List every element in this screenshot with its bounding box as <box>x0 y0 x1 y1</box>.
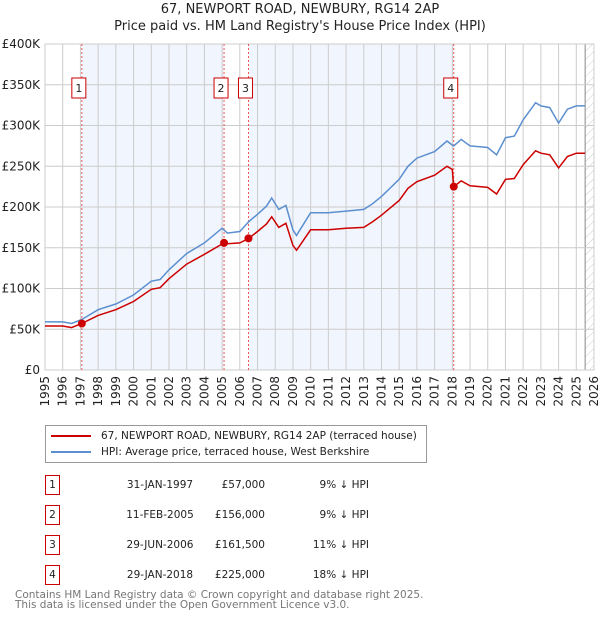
y-tick-label: £400K <box>2 37 42 51</box>
sale-label-box <box>237 77 253 99</box>
sale-row: 1 31-JAN-1997 £57,000 9% ↓ HPI <box>45 475 445 495</box>
sale-price: £57,000 <box>221 479 265 491</box>
x-tick-label: 1996 <box>56 376 70 407</box>
x-tick-label: 2009 <box>286 376 300 407</box>
legend-swatch-blue <box>51 451 91 453</box>
x-tick-label: 2024 <box>552 376 566 407</box>
sale-point <box>77 319 86 328</box>
y-tick-label: £50K <box>9 322 41 336</box>
x-tick-label: 2019 <box>463 376 477 407</box>
x-tick-label: 1995 <box>38 376 52 407</box>
sale-point <box>244 234 253 243</box>
sale-number: 4 <box>45 565 60 585</box>
legend-item-hpi: HPI: Average price, terraced house, West… <box>51 444 369 460</box>
x-tick-label: 2008 <box>268 376 282 407</box>
legend-item-property: 67, NEWPORT ROAD, NEWBURY, RG14 2AP (ter… <box>51 428 417 444</box>
x-tick-label: 2007 <box>251 376 265 407</box>
y-tick-label: £0 <box>25 363 40 377</box>
x-tick-label: 2020 <box>481 376 495 407</box>
sale-date: 29-JUN-2006 <box>126 539 194 551</box>
sale-hpi-diff: 9% ↓ HPI <box>319 479 369 491</box>
x-tick-label: 2017 <box>428 376 442 407</box>
legend: 67, NEWPORT ROAD, NEWBURY, RG14 2AP (ter… <box>45 425 427 463</box>
x-tick-label: 2014 <box>374 376 388 407</box>
legend-label: 67, NEWPORT ROAD, NEWBURY, RG14 2AP (ter… <box>101 430 417 442</box>
sale-label-box <box>71 77 87 99</box>
x-tick-label: 2023 <box>534 376 548 407</box>
x-tick-label: 2011 <box>321 376 335 407</box>
sale-label: 4 <box>447 82 454 95</box>
footer: Contains HM Land Registry data © Crown c… <box>15 589 424 611</box>
series-line <box>45 149 586 329</box>
sale-row: 2 11-FEB-2005 £156,000 9% ↓ HPI <box>45 505 445 525</box>
sale-price: £161,500 <box>214 539 265 551</box>
chart-subtitle: Price paid vs. HM Land Registry's House … <box>114 19 486 34</box>
x-tick-label: 2016 <box>410 376 424 407</box>
chart-title: 67, NEWPORT ROAD, NEWBURY, RG14 2AP <box>160 2 440 17</box>
sale-date: 11-FEB-2005 <box>126 509 194 521</box>
footer-copyright: Contains HM Land Registry data © Crown c… <box>15 589 424 601</box>
sale-label: 1 <box>75 82 82 95</box>
x-tick-label: 2022 <box>516 376 530 407</box>
sale-price: £225,000 <box>214 569 265 581</box>
x-tick-label: 2012 <box>339 376 353 407</box>
sale-label-box <box>443 77 459 99</box>
y-tick-label: £100K <box>2 282 42 296</box>
sale-date: 31-JAN-1997 <box>126 479 194 491</box>
series-line <box>45 101 586 325</box>
y-tick-label: £300K <box>2 119 42 133</box>
sale-row: 4 29-JAN-2018 £225,000 18% ↓ HPI <box>45 565 445 585</box>
x-tick-label: 2018 <box>445 376 459 407</box>
sale-hpi-diff: 18% ↓ HPI <box>312 569 369 581</box>
footer-licence: This data is licensed under the Open Gov… <box>15 599 350 611</box>
sale-label-box <box>213 77 229 99</box>
y-tick-label: £250K <box>2 159 42 173</box>
x-tick-label: 2021 <box>498 376 512 407</box>
x-tick-label: 2002 <box>162 376 176 407</box>
x-tick-label: 2015 <box>392 376 406 407</box>
sale-number: 2 <box>45 505 60 525</box>
x-tick-label: 2006 <box>233 376 247 407</box>
x-tick-label: 1997 <box>73 376 87 407</box>
x-tick-label: 2003 <box>180 376 194 407</box>
y-tick-label: £350K <box>2 78 42 92</box>
sale-point <box>220 238 229 247</box>
sale-number: 3 <box>45 535 60 555</box>
x-tick-label: 2010 <box>304 376 318 407</box>
x-tick-label: 2004 <box>197 376 211 407</box>
price-chart: £0 £50K £100K £150K £200K £250K £300K £350K £400… <box>2 37 600 407</box>
y-tick-label: £150K <box>2 241 42 255</box>
x-tick-label: 1999 <box>109 376 123 407</box>
sale-hpi-diff: 11% ↓ HPI <box>312 539 369 551</box>
sale-label: 3 <box>242 82 249 95</box>
legend-swatch-red <box>51 435 91 437</box>
x-tick-label: 2001 <box>144 376 158 407</box>
sale-date: 29-JAN-2018 <box>126 569 194 581</box>
x-tick-label: 2005 <box>215 376 229 407</box>
sale-price: £156,000 <box>214 509 265 521</box>
x-tick-label: 2000 <box>127 376 141 407</box>
x-tick-label: 1998 <box>91 376 105 407</box>
x-tick-label: 2013 <box>357 376 371 407</box>
sale-row: 3 29-JUN-2006 £161,500 11% ↓ HPI <box>45 535 445 555</box>
sale-number: 1 <box>45 475 60 495</box>
x-tick-label: 2025 <box>569 376 583 407</box>
x-tick-label: 2026 <box>587 376 600 407</box>
sale-label: 2 <box>218 82 225 95</box>
legend-label: HPI: Average price, terraced house, West… <box>101 446 370 458</box>
sale-point <box>449 182 458 191</box>
y-tick-label: £200K <box>2 200 42 214</box>
sale-hpi-diff: 9% ↓ HPI <box>319 509 369 521</box>
